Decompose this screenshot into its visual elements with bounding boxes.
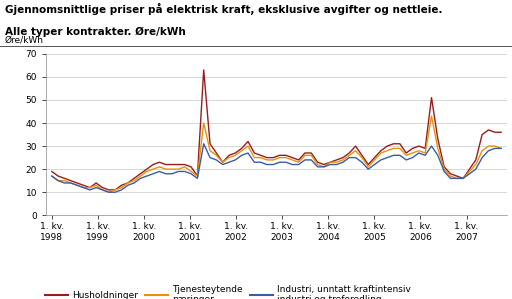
Text: Øre/kWh: Øre/kWh [5, 35, 44, 44]
Text: Gjennomsnittlige priser på elektrisk kraft, eksklusive avgifter og nettleie.: Gjennomsnittlige priser på elektrisk kra… [5, 3, 442, 15]
Legend: Husholdninger, Tjenesteytende
næringer, Industri, unntatt kraftintensiv
industri: Husholdninger, Tjenesteytende næringer, … [41, 281, 415, 299]
Text: Alle typer kontrakter. Øre/kWh: Alle typer kontrakter. Øre/kWh [5, 27, 186, 37]
